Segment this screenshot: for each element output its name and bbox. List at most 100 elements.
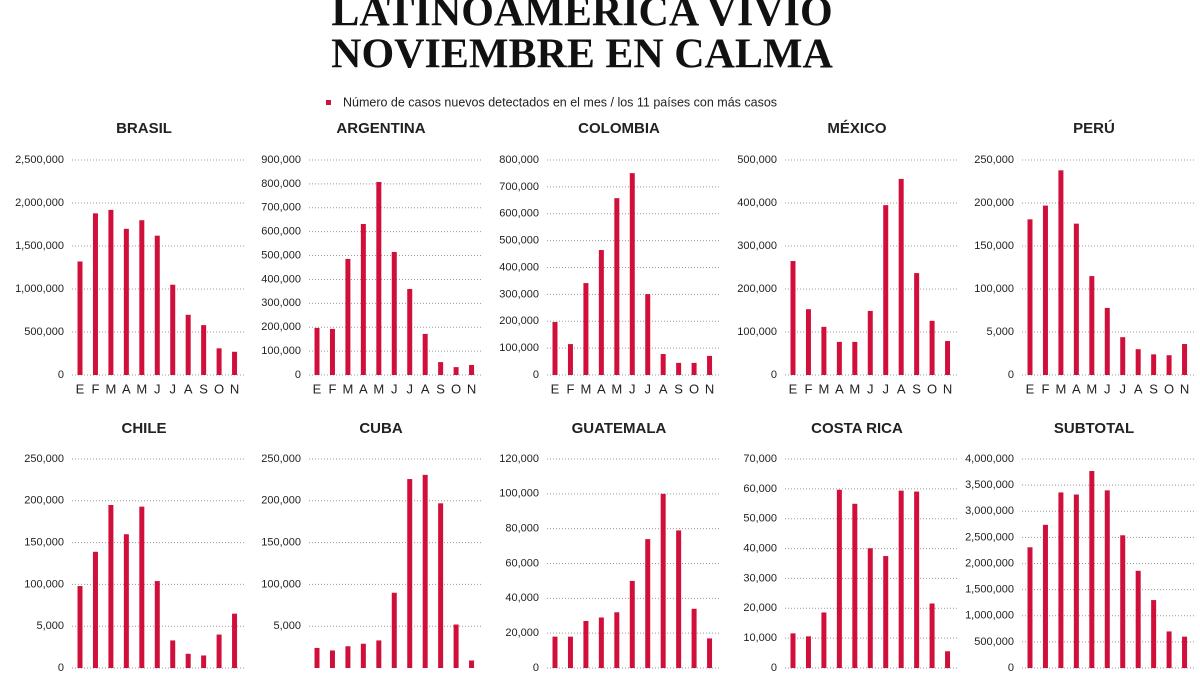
y-tick-label: 300,000: [737, 240, 777, 252]
bar: [614, 612, 620, 668]
y-tick-label: 500,000: [974, 636, 1014, 648]
legend-text: Número de casos nuevos detectados en el …: [343, 95, 777, 109]
x-tick-label: S: [674, 381, 683, 396]
y-tick-label: 600,000: [499, 208, 539, 220]
bar: [1151, 354, 1157, 375]
bar: [805, 636, 811, 668]
y-tick-label: 3,500,000: [965, 479, 1014, 491]
bar: [691, 608, 697, 668]
x-tick-label: J: [1104, 381, 1111, 396]
x-tick-label: J: [391, 381, 398, 396]
y-tick-label: 250,000: [261, 453, 301, 465]
bar: [1166, 355, 1172, 375]
x-tick-label: A: [421, 381, 430, 396]
panel-title: COSTA RICA: [811, 420, 903, 437]
bar: [790, 633, 796, 668]
bar: [552, 322, 558, 375]
x-tick-label: O: [927, 381, 937, 396]
bar: [867, 310, 873, 375]
bar: [929, 603, 935, 668]
title-line: NOVIEMBRE EN CALMA: [331, 32, 833, 78]
bar: [914, 491, 920, 668]
bar: [92, 551, 98, 668]
x-tick-label: M: [580, 381, 591, 396]
x-tick-label: A: [597, 381, 606, 396]
x-tick-label: F: [804, 381, 812, 396]
y-tick-label: 0: [58, 369, 64, 381]
x-tick-label: M: [1055, 381, 1066, 396]
y-tick-label: 0: [533, 662, 539, 674]
bar: [329, 328, 335, 375]
bar: [660, 354, 666, 375]
x-tick-label: N: [467, 381, 476, 396]
y-tick-label: 100,000: [737, 326, 777, 338]
y-tick-label: 3,000,000: [965, 505, 1014, 517]
bar: [345, 258, 351, 375]
y-tick-label: 200,000: [24, 495, 64, 507]
bar: [867, 548, 873, 668]
panel-title: COLOMBIA: [578, 120, 660, 137]
bar: [1042, 524, 1048, 668]
bar: [391, 251, 397, 375]
x-tick-label: M: [342, 381, 353, 396]
bar: [1120, 535, 1126, 668]
bar: [108, 209, 114, 375]
y-tick-label: 1,000,000: [15, 283, 64, 295]
bar: [676, 362, 682, 375]
bar: [77, 261, 83, 375]
y-tick-label: 0: [771, 369, 777, 381]
x-tick-label: A: [359, 381, 368, 396]
x-tick-label: A: [659, 381, 668, 396]
bar: [376, 181, 382, 375]
y-tick-label: 100,000: [499, 342, 539, 354]
bar: [438, 503, 444, 668]
bar: [676, 530, 682, 668]
y-tick-label: 0: [295, 369, 301, 381]
y-tick-label: 30,000: [743, 572, 777, 584]
bar: [1182, 636, 1188, 668]
bar: [945, 651, 951, 668]
y-tick-label: 0: [533, 369, 539, 381]
bar: [629, 580, 635, 668]
x-tick-label: A: [122, 381, 131, 396]
x-tick-label: A: [1072, 381, 1081, 396]
y-tick-label: 2,500,000: [965, 531, 1014, 543]
x-tick-label: M: [373, 381, 384, 396]
y-tick-label: 700,000: [499, 181, 539, 193]
bar: [1104, 490, 1110, 668]
y-tick-label: 300,000: [499, 288, 539, 300]
bar: [691, 362, 697, 375]
y-tick-label: 700,000: [261, 202, 301, 214]
bar: [438, 362, 444, 375]
panel-title: ARGENTINA: [336, 120, 425, 137]
bar: [139, 506, 145, 668]
x-tick-label: N: [705, 381, 714, 396]
y-tick-label: 250,000: [24, 453, 64, 465]
x-tick-label: J: [867, 381, 874, 396]
y-tick-label: 400,000: [737, 197, 777, 209]
panel-title: PERÚ: [1073, 119, 1115, 137]
bar: [391, 592, 397, 668]
bar: [836, 489, 842, 668]
y-tick-label: 800,000: [499, 154, 539, 166]
bar: [645, 539, 651, 668]
bar: [123, 228, 129, 375]
y-tick-label: 20,000: [505, 627, 539, 639]
bar: [1089, 471, 1095, 668]
x-tick-label: S: [1149, 381, 1158, 396]
bar: [629, 173, 635, 375]
x-tick-label: J: [644, 381, 651, 396]
bar: [660, 493, 666, 668]
bar: [583, 620, 589, 668]
x-tick-label: J: [1119, 381, 1126, 396]
bar: [1058, 170, 1064, 375]
y-tick-label: 5,000: [273, 620, 301, 632]
y-tick-label: 5,000: [36, 620, 64, 632]
y-tick-label: 150,000: [261, 537, 301, 549]
legend-swatch: [326, 100, 331, 105]
bar: [852, 341, 858, 375]
x-tick-label: M: [1086, 381, 1097, 396]
y-tick-label: 400,000: [261, 273, 301, 285]
x-tick-label: M: [818, 381, 829, 396]
bar: [790, 261, 796, 375]
